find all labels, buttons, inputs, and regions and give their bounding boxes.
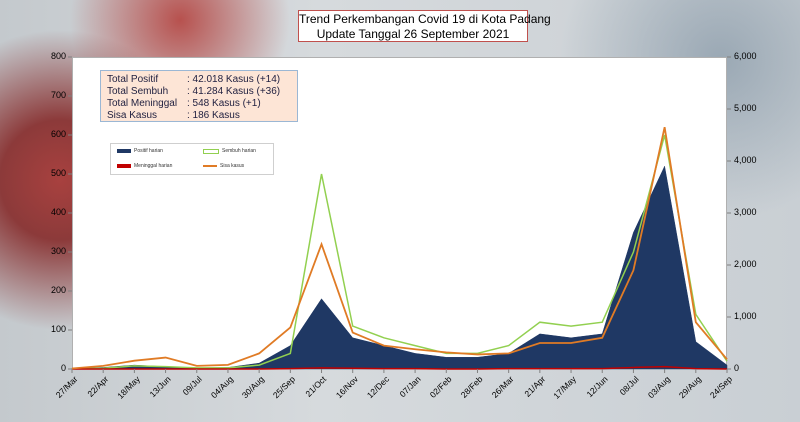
summary-value: : 186 Kasus: [187, 110, 240, 121]
y-left-tick-label: 0: [60, 363, 66, 373]
y-left-tick-label: 800: [50, 51, 66, 61]
legend-swatch-positif: [117, 149, 131, 153]
y-left-tick-label: 700: [50, 90, 66, 100]
y-right-tick-label: 2,000: [734, 259, 757, 269]
series-sembuh-line: [71, 134, 728, 370]
y-left-tick-label: 100: [50, 324, 66, 334]
y-left-tick-label: 200: [50, 285, 66, 295]
legend-label: Sisa kasus: [220, 163, 245, 169]
legend-item-sisa: Sisa kasus: [203, 163, 244, 169]
chart-subtitle: Update Tanggal 26 September 2021: [316, 27, 510, 41]
y-left-tick-label: 400: [50, 207, 66, 217]
y-right-tick-label: 0: [734, 363, 740, 373]
y-left-tick-label: 300: [50, 246, 66, 256]
summary-row-sisa: Sisa Kasus : 186 Kasus: [107, 110, 297, 122]
y-right-tick-label: 1,000: [734, 311, 757, 321]
summary-row-meninggal: Total Meninggal : 548 Kasus (+1): [107, 98, 297, 110]
chart-title: Trend Perkembangan Covid 19 di Kota Pada…: [299, 12, 551, 26]
summary-label: Total Positif: [107, 74, 159, 85]
summary-label: Total Sembuh: [107, 86, 169, 97]
series-positif-area: [71, 165, 728, 370]
chart-legend: Positif harian Sembuh harian Meninggal h…: [110, 143, 274, 175]
legend-label: Positif harian: [134, 148, 163, 154]
summary-label: Sisa Kasus: [107, 110, 158, 121]
summary-value: : 42.018 Kasus (+14): [187, 74, 281, 85]
legend-label: Sembuh harian: [222, 148, 256, 154]
summary-value: : 548 Kasus (+1): [187, 98, 261, 109]
legend-item-meninggal: Meninggal harian: [117, 163, 172, 169]
series-meninggal-line: [72, 365, 728, 370]
legend-swatch-sembuh: [203, 148, 219, 154]
legend-item-positif: Positif harian: [117, 148, 163, 154]
legend-label: Meninggal harian: [134, 163, 173, 169]
y-right-tick-label: 3,000: [734, 207, 757, 217]
summary-value: : 41.284 Kasus (+36): [187, 86, 281, 97]
y-left-tick-label: 600: [50, 129, 66, 139]
legend-item-sembuh: Sembuh harian: [203, 148, 256, 154]
legend-swatch-meninggal: [117, 164, 131, 168]
y-right-tick-label: 6,000: [734, 51, 757, 61]
summary-row-sembuh: Total Sembuh : 41.284 Kasus (+36): [107, 86, 297, 98]
y-left-tick-label: 500: [50, 168, 66, 178]
summary-label: Total Meninggal: [107, 98, 178, 109]
y-right-tick-label: 5,000: [734, 103, 757, 113]
summary-row-positif: Total Positif : 42.018 Kasus (+14): [107, 74, 297, 86]
chart-title-box: Trend Perkembangan Covid 19 di Kota Pada…: [298, 10, 551, 42]
series-sisa-line: [71, 127, 728, 370]
legend-swatch-sisa: [203, 165, 217, 167]
summary-box: Total Positif : 42.018 Kasus (+14) Total…: [100, 70, 298, 122]
y-right-tick-label: 4,000: [734, 155, 757, 165]
